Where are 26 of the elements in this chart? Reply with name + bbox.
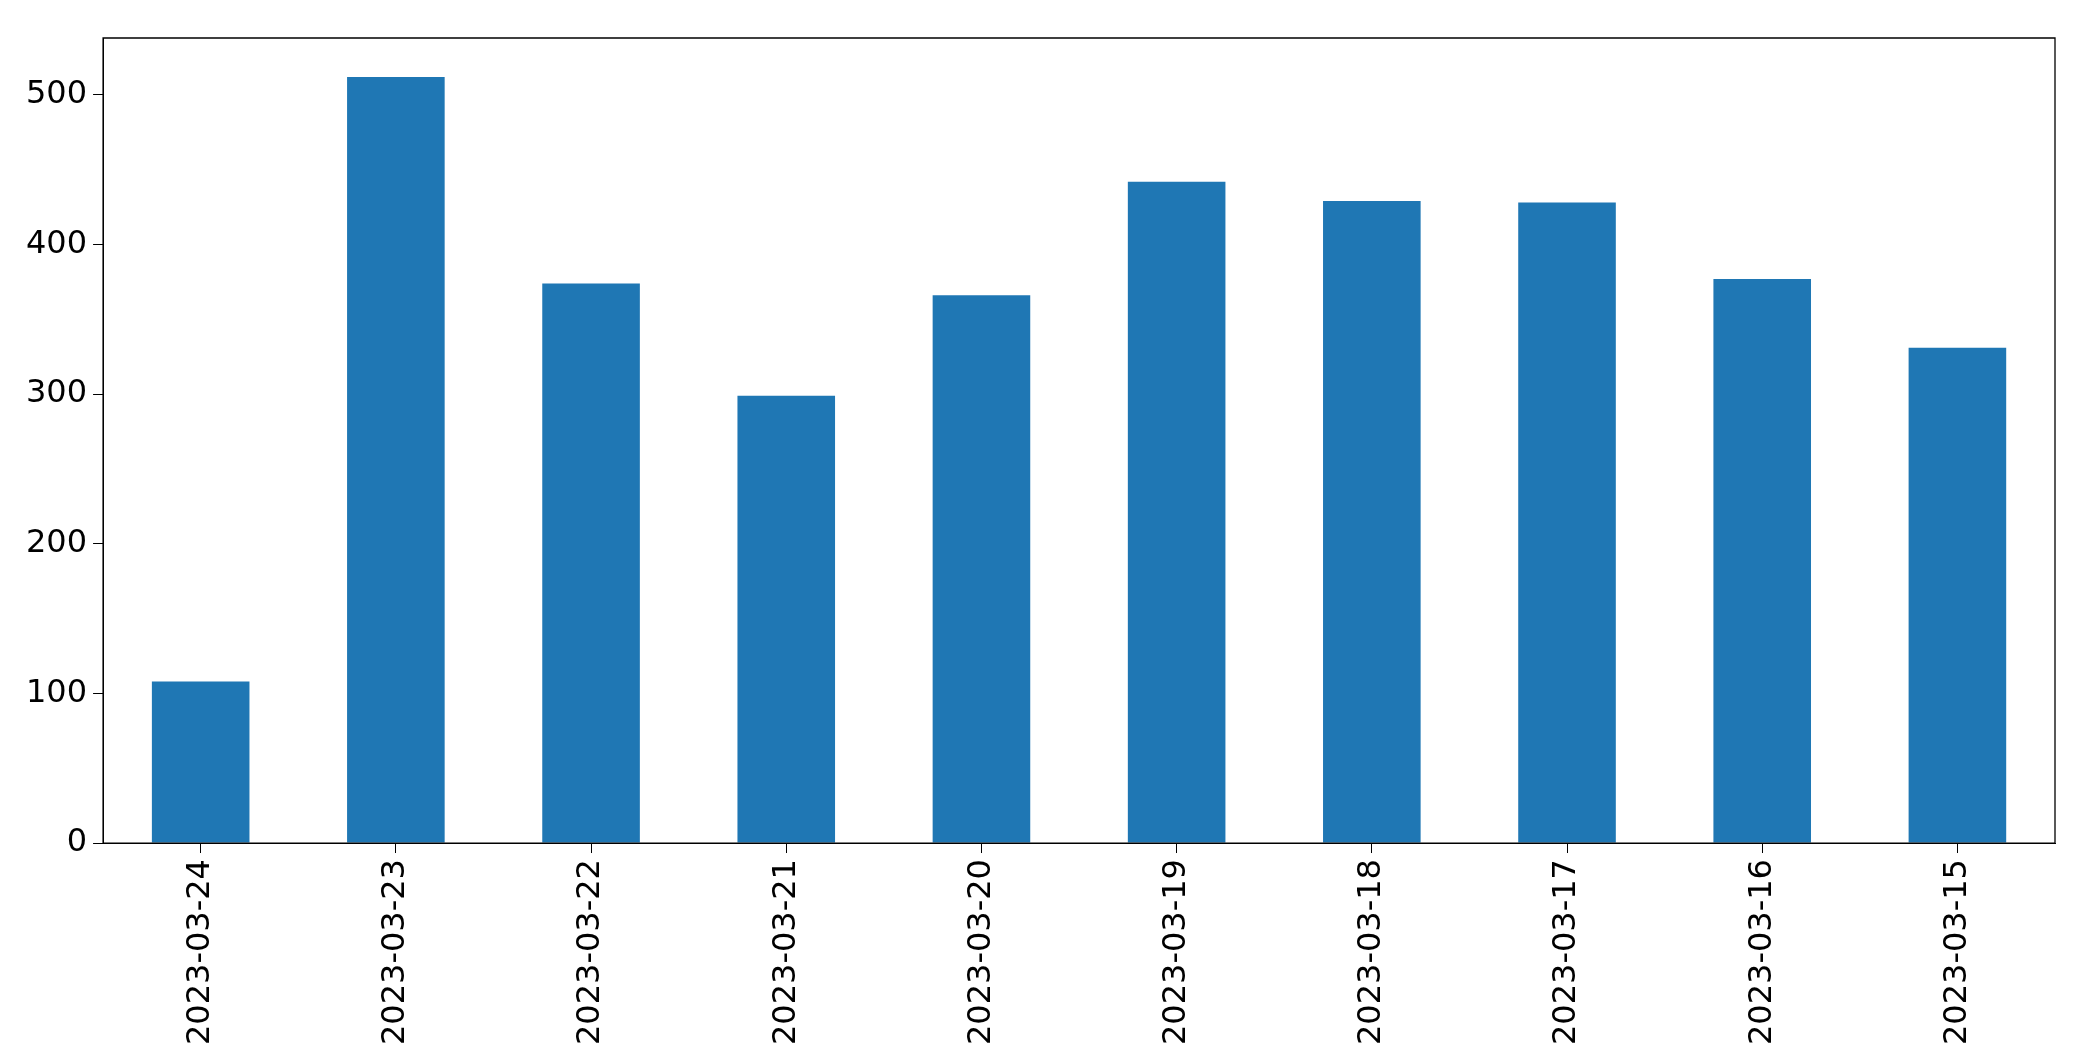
y-tick-label: 100	[26, 671, 88, 710]
bar	[542, 283, 640, 843]
bar	[737, 395, 836, 843]
x-tick-label: 2023-03-19	[1154, 859, 1193, 1045]
x-tick-label: 2023-03-17	[1545, 859, 1584, 1045]
bar	[347, 76, 445, 843]
bar	[1127, 181, 1226, 843]
x-tick-label: 2023-03-18	[1350, 859, 1389, 1045]
y-tick-label: 500	[26, 73, 88, 112]
bar	[1518, 202, 1616, 843]
y-tick-label: 0	[66, 821, 88, 860]
y-tick-label: 200	[26, 522, 88, 561]
x-tick-label: 2023-03-16	[1740, 859, 1779, 1045]
x-tick-label: 2023-03-24	[178, 859, 217, 1045]
x-tick-label: 2023-03-15	[1935, 859, 1974, 1045]
x-tick-label: 2023-03-20	[959, 859, 998, 1045]
bar	[151, 681, 250, 843]
bar	[1713, 278, 1812, 843]
bar	[1323, 201, 1421, 843]
bar	[1908, 347, 2007, 843]
y-tick-label: 400	[26, 222, 88, 261]
bar	[932, 295, 1031, 843]
y-tick-label: 300	[26, 372, 88, 411]
x-tick-label: 2023-03-22	[569, 859, 608, 1045]
x-tick-label: 2023-03-21	[764, 859, 803, 1045]
x-tick-label: 2023-03-23	[374, 859, 413, 1045]
